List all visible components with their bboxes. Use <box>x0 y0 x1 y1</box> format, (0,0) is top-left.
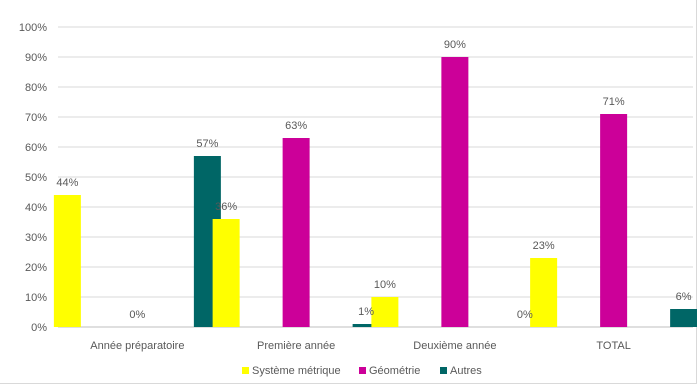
y-tick-label: 100% <box>19 22 47 34</box>
y-tick-label: 80% <box>25 82 47 94</box>
bar <box>282 138 310 327</box>
x-tick-label: Année préparatoire <box>90 340 184 352</box>
legend-label: Géométrie <box>369 365 420 377</box>
y-tick-label: 90% <box>25 52 47 64</box>
data-label: 71% <box>603 96 625 108</box>
y-axis-ticks: 0% 10% 20% 30% 40% 50% 60% 70% 80% 90% 100% <box>19 22 47 334</box>
data-label: 63% <box>285 120 307 132</box>
y-tick-label: 0% <box>31 322 47 334</box>
y-tick-label: 70% <box>25 112 47 124</box>
legend: Système métrique Géométrie Autres <box>242 365 482 377</box>
data-label: 23% <box>533 240 555 252</box>
data-label: 6% <box>676 291 692 303</box>
data-labels: 44% 0% 57% 36% 63% 1% 10% 90% 0% 23% 71% 6% <box>56 39 691 321</box>
data-label: 44% <box>56 177 78 189</box>
data-label: 1% <box>358 306 374 318</box>
data-label: 0% <box>517 309 533 321</box>
bar <box>670 309 698 327</box>
legend-swatch <box>242 367 249 374</box>
bar <box>352 324 380 327</box>
legend-swatch <box>440 367 447 374</box>
legend-swatch <box>359 367 366 374</box>
bar <box>53 195 81 327</box>
y-tick-label: 60% <box>25 142 47 154</box>
bar <box>530 258 558 327</box>
legend-label: Système métrique <box>252 365 341 377</box>
legend-label: Autres <box>450 365 482 377</box>
data-label: 90% <box>444 39 466 51</box>
gridlines <box>58 26 693 328</box>
data-label: 10% <box>374 279 396 291</box>
y-tick-label: 40% <box>25 202 47 214</box>
bar <box>371 297 399 327</box>
data-label: 36% <box>215 201 237 213</box>
y-tick-label: 10% <box>25 292 47 304</box>
y-tick-label: 50% <box>25 172 47 184</box>
x-tick-label: Première année <box>257 340 335 352</box>
y-tick-label: 30% <box>25 232 47 244</box>
data-label: 0% <box>129 309 145 321</box>
data-label: 57% <box>196 138 218 150</box>
x-axis-ticks: Année préparatoire Première année Deuxième… <box>90 340 631 352</box>
x-tick-label: Deuxième année <box>413 340 496 352</box>
y-tick-label: 20% <box>25 262 47 274</box>
x-tick-label: TOTAL <box>596 340 630 352</box>
bar <box>600 114 628 327</box>
bar <box>441 57 469 327</box>
bars <box>53 57 698 327</box>
bar <box>212 219 240 327</box>
